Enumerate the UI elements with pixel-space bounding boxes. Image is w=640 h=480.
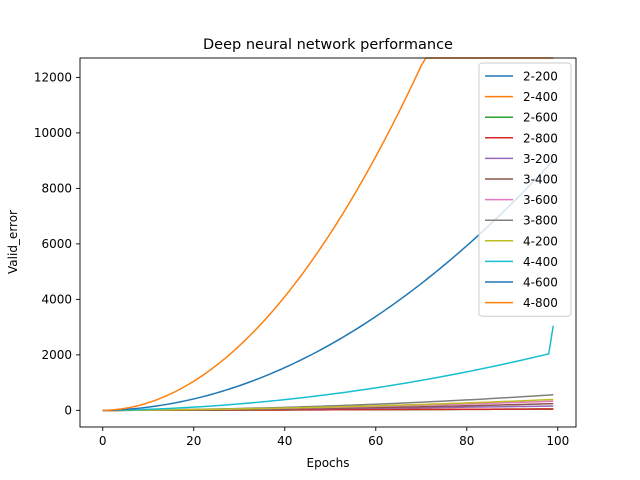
legend-label-2-600: 2-600 (523, 111, 558, 125)
y-tick-label: 12000 (34, 70, 72, 84)
legend-label-4-200: 4-200 (523, 234, 558, 248)
x-axis: 0 20 40 60 80 100 (99, 427, 569, 448)
legend-label-2-800: 2-800 (523, 131, 558, 145)
y-axis: 0 2000 4000 6000 8000 10000 12000 (34, 70, 80, 417)
y-tick-label: 0 (64, 403, 72, 417)
x-tick-label: 40 (277, 434, 292, 448)
chart-title: Deep neural network performance (203, 37, 453, 53)
legend-label-4-800: 4-800 (523, 296, 558, 310)
x-tick-label: 20 (186, 434, 201, 448)
legend: 2-200 2-400 2-600 2-800 3-200 3-400 3-600 3-800… (478, 62, 572, 317)
y-axis-label: Valid_error (6, 210, 20, 274)
x-axis-label: Epochs (307, 456, 350, 470)
y-tick-label: 10000 (34, 126, 72, 140)
legend-box (478, 62, 572, 317)
y-tick-label: 2000 (41, 348, 72, 362)
legend-label-3-800: 3-800 (523, 214, 558, 228)
x-tick-label: 80 (459, 434, 474, 448)
legend-label-2-200: 2-200 (523, 70, 558, 84)
series-line-4-600 (102, 159, 554, 412)
y-tick-label: 4000 (41, 292, 72, 306)
legend-label-4-600: 4-600 (523, 276, 558, 290)
plot-frame (79, 57, 577, 428)
x-tick-label: 100 (546, 434, 569, 448)
y-tick-label: 6000 (41, 237, 72, 251)
legend-label-3-400: 3-400 (523, 173, 558, 187)
legend-label-3-600: 3-600 (523, 193, 558, 207)
legend-label-4-400: 4-400 (523, 255, 558, 269)
legend-label-3-200: 3-200 (523, 152, 558, 166)
plot-area (102, 57, 554, 412)
legend-label-2-400: 2-400 (523, 90, 558, 104)
y-tick-label: 8000 (41, 181, 72, 195)
x-tick-label: 60 (368, 434, 383, 448)
series-line-4-200 (102, 398, 554, 412)
series-line-4-400 (102, 325, 554, 412)
x-tick-label: 0 (99, 434, 107, 448)
